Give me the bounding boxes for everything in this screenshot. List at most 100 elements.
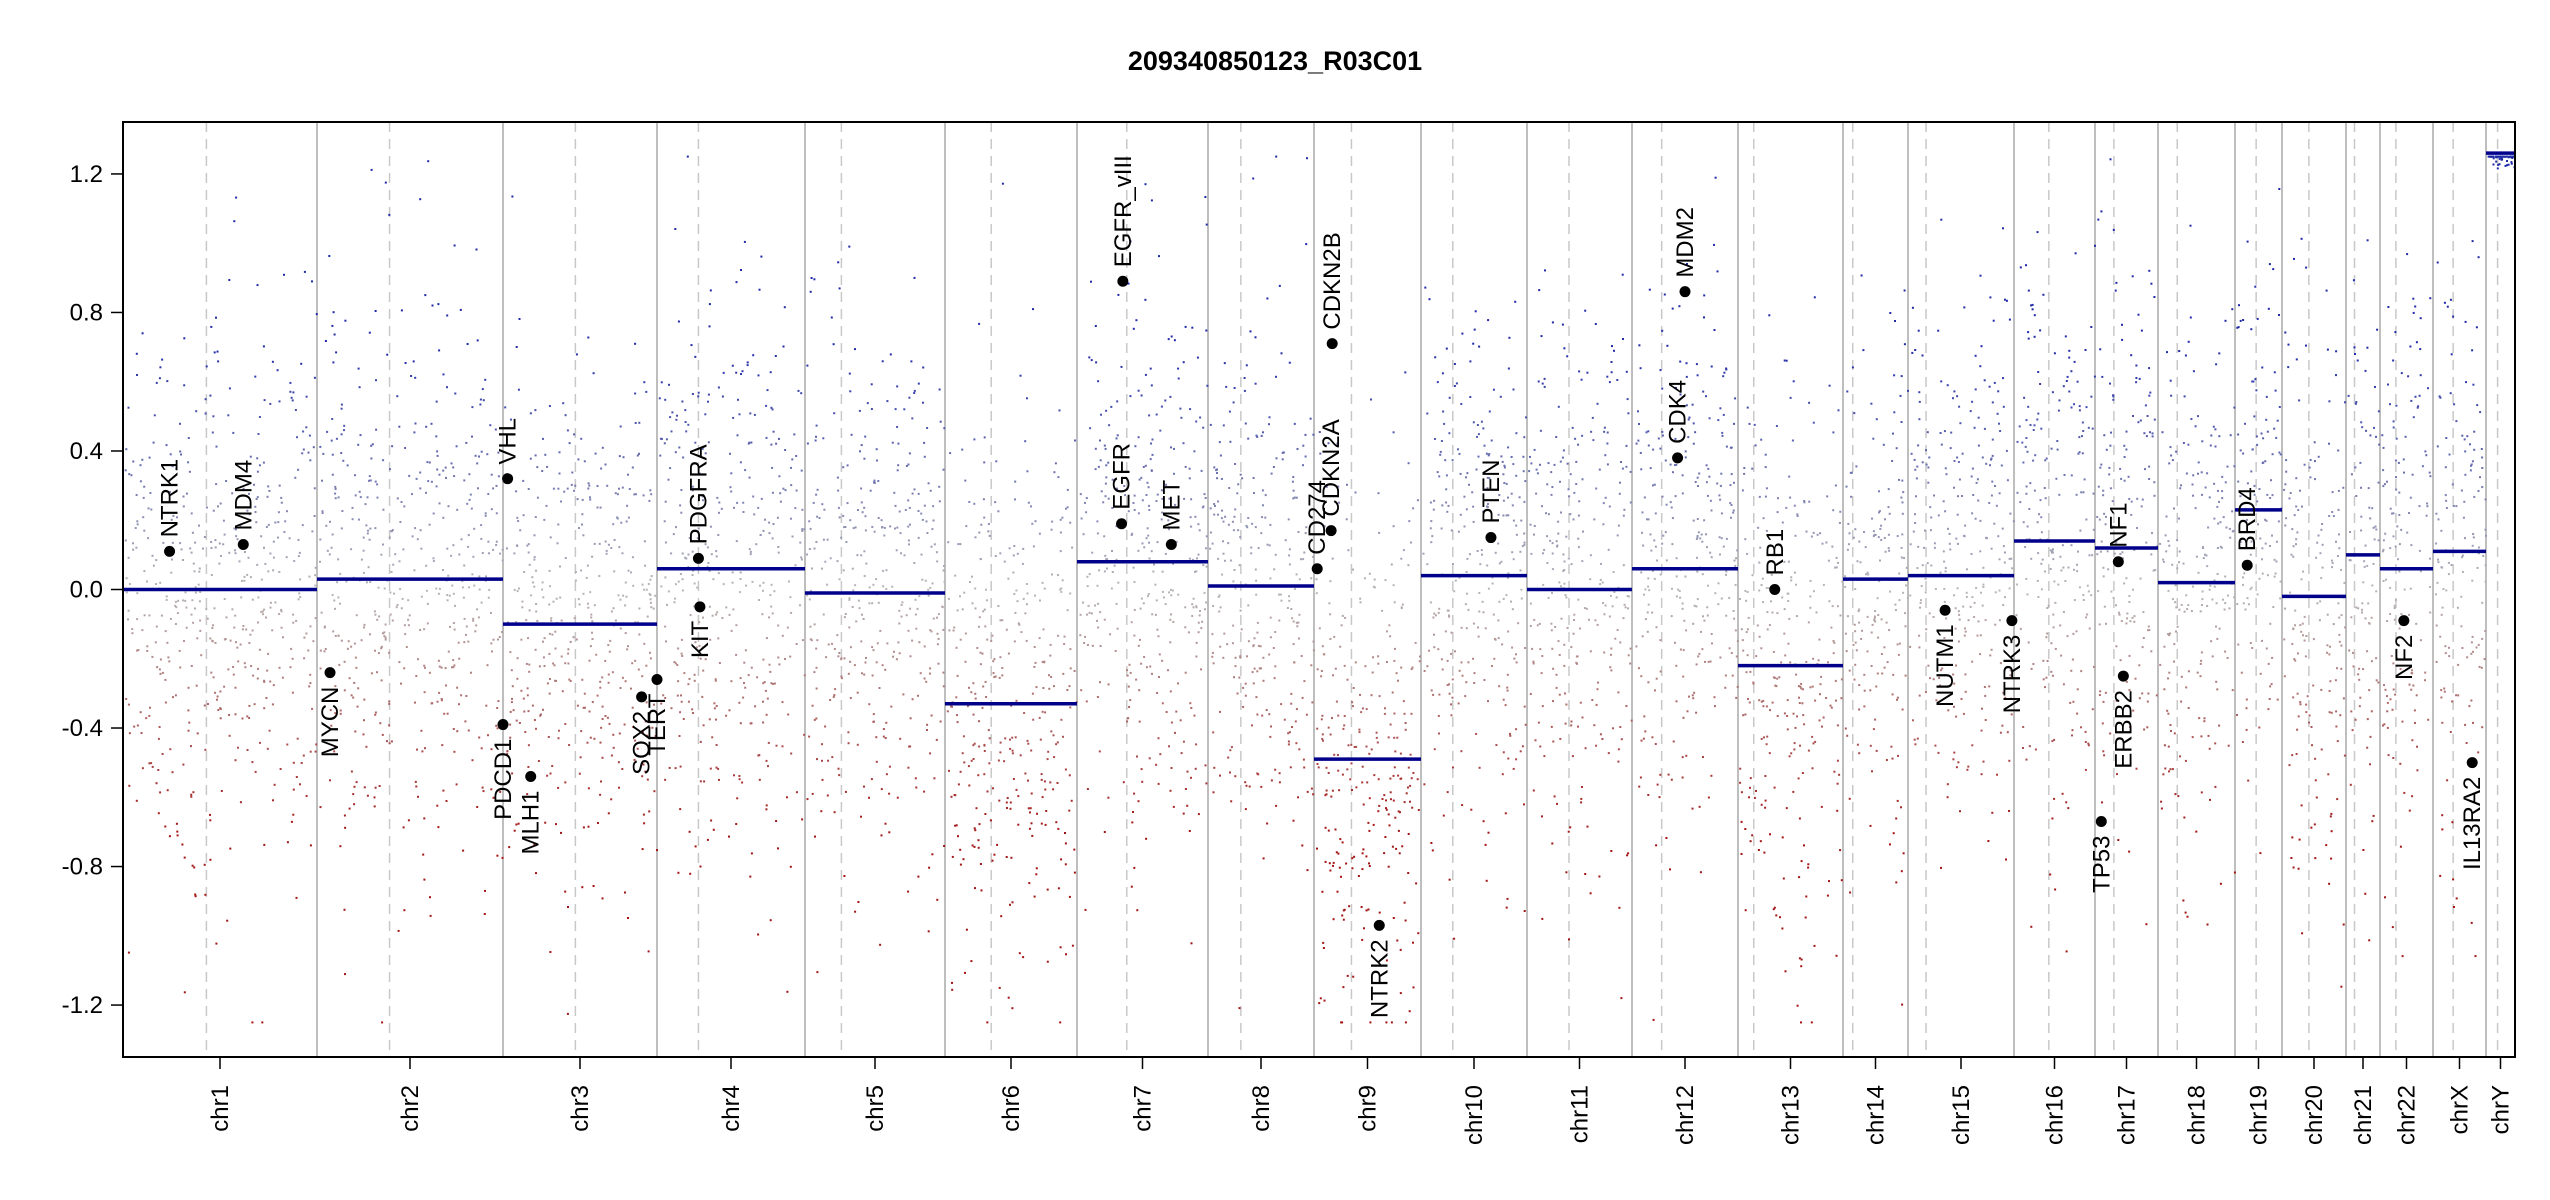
probe-point: [1404, 728, 1407, 731]
probe-point: [646, 778, 649, 781]
probe-point: [709, 638, 712, 641]
probe-point: [536, 496, 539, 499]
probe-point: [1117, 293, 1120, 296]
probe-point: [525, 662, 528, 665]
probe-point: [1482, 510, 1485, 513]
probe-point: [1575, 483, 1578, 485]
probe-point: [164, 701, 167, 704]
probe-point: [579, 756, 582, 759]
probe-point: [1895, 881, 1898, 884]
probe-point: [471, 573, 474, 576]
probe-point: [350, 770, 353, 773]
probe-point: [1809, 686, 1812, 689]
probe-point: [243, 575, 246, 578]
probe-point: [1262, 656, 1265, 659]
probe-point: [1635, 645, 1638, 648]
probe-point: [679, 808, 682, 811]
probe-point: [1491, 582, 1494, 585]
probe-point: [697, 527, 700, 530]
probe-point: [781, 701, 784, 704]
probe-point: [875, 760, 878, 763]
probe-point: [860, 501, 863, 504]
probe-point: [552, 662, 555, 665]
probe-point: [1803, 723, 1806, 726]
probe-point: [854, 348, 856, 351]
probe-point: [1563, 643, 1566, 646]
probe-point: [884, 822, 887, 825]
probe-point: [926, 723, 929, 726]
probe-point: [1155, 413, 1158, 416]
probe-point: [1236, 692, 1239, 695]
probe-point: [1512, 519, 1515, 522]
probe-point: [1602, 602, 1604, 604]
probe-point: [815, 687, 818, 690]
probe-point: [711, 614, 714, 617]
probe-point: [1170, 721, 1173, 724]
probe-point: [957, 543, 960, 546]
probe-point: [1059, 550, 1062, 553]
probe-point: [875, 661, 878, 664]
probe-point: [476, 339, 479, 342]
probe-point: [196, 732, 199, 735]
probe-point: [568, 678, 571, 681]
probe-point: [1446, 791, 1449, 794]
probe-point: [1907, 389, 1909, 392]
probe-point: [400, 607, 403, 610]
probe-point: [1280, 599, 1283, 602]
probe-point: [1639, 367, 1642, 370]
probe-point: [1783, 608, 1786, 611]
probe-point: [691, 489, 694, 492]
probe-point: [1041, 796, 1044, 799]
probe-point: [1562, 553, 1565, 556]
probe-point: [951, 705, 953, 708]
probe-point: [533, 556, 536, 559]
probe-point: [468, 473, 471, 476]
probe-point: [393, 592, 395, 595]
probe-point: [755, 543, 758, 546]
probe-point: [1802, 714, 1805, 717]
probe-point: [566, 429, 569, 432]
probe-point: [1274, 553, 1277, 556]
probe-point: [1889, 312, 1892, 314]
probe-point: [1866, 615, 1869, 618]
probe-point: [321, 510, 324, 513]
probe-point: [753, 513, 756, 516]
probe-point: [1475, 468, 1478, 471]
probe-point: [744, 686, 747, 689]
probe-point: [890, 705, 893, 708]
probe-point: [184, 599, 187, 602]
probe-point: [775, 820, 778, 822]
probe-point: [555, 823, 557, 826]
probe-point: [1515, 653, 1517, 656]
probe-point: [1573, 613, 1576, 616]
probe-point: [1983, 686, 1986, 688]
probe-point: [1336, 890, 1339, 893]
probe-point: [1332, 864, 1334, 867]
probe-point: [1340, 624, 1343, 627]
probe-point: [1679, 648, 1682, 651]
probe-point: [333, 333, 336, 336]
probe-point: [1472, 421, 1475, 424]
probe-point: [1012, 554, 1015, 557]
probe-point: [923, 504, 926, 507]
probe-point: [210, 671, 213, 674]
probe-point: [1180, 752, 1183, 755]
probe-point: [801, 639, 804, 642]
probe-point: [1012, 778, 1015, 780]
probe-point: [1858, 708, 1861, 711]
probe-point: [1383, 794, 1386, 797]
probe-point: [1278, 772, 1281, 775]
probe-point: [1408, 1010, 1411, 1013]
probe-point: [1318, 1002, 1321, 1005]
probe-point: [452, 622, 455, 624]
probe-point: [730, 490, 733, 493]
probe-point: [1200, 469, 1203, 472]
probe-point: [754, 705, 757, 708]
probe-point: [175, 606, 178, 609]
probe-point: [412, 360, 415, 363]
probe-point: [196, 637, 199, 640]
probe-point: [1241, 477, 1244, 480]
probe-point: [437, 659, 440, 662]
probe-point: [1239, 473, 1242, 476]
probe-point: [1740, 820, 1743, 823]
